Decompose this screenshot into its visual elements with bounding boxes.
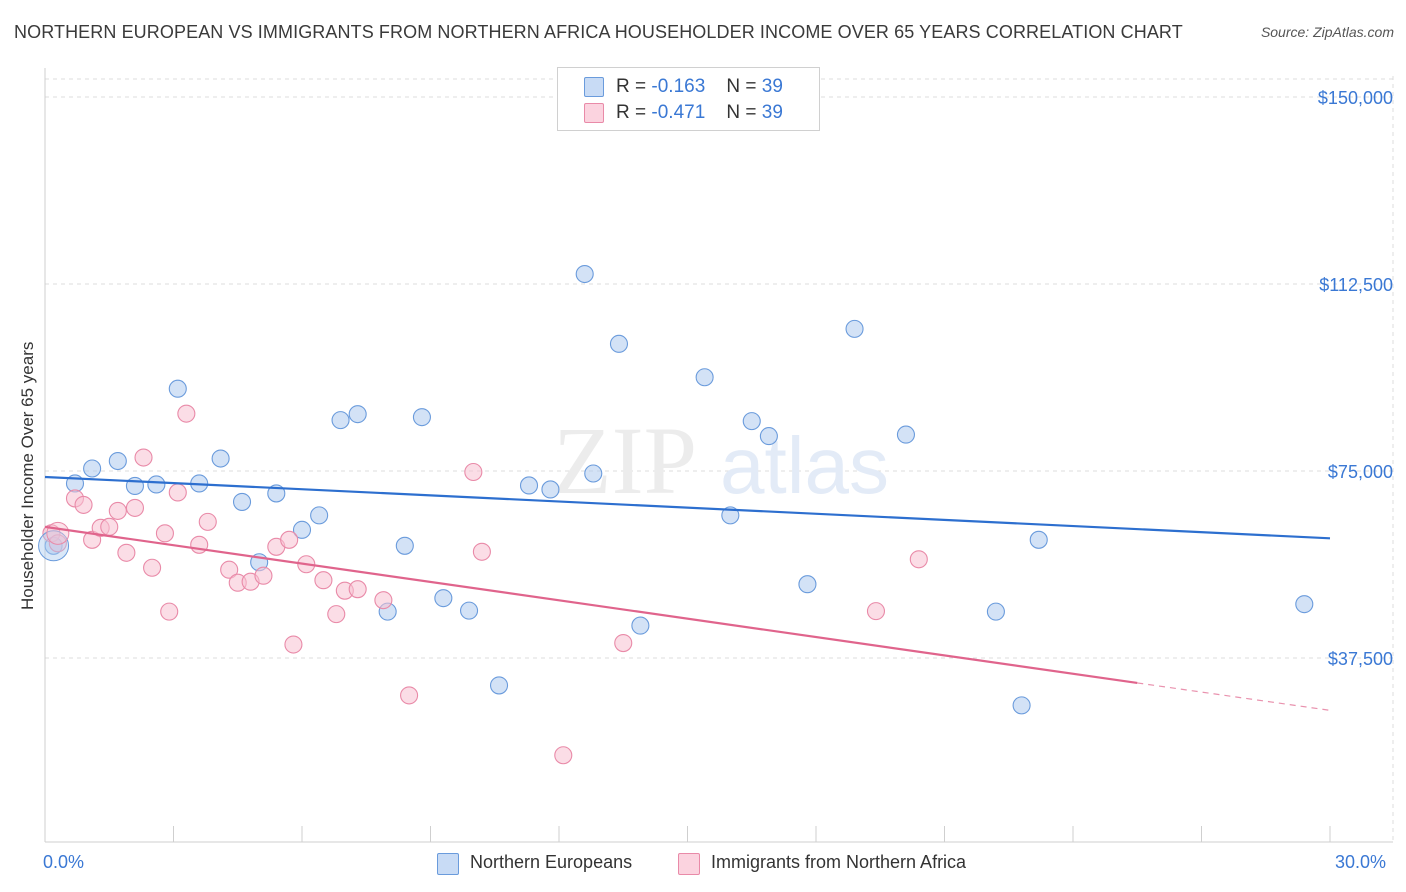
northern-europeans-point: [519, 476, 539, 495]
immigrants-northern-africa-point: [254, 566, 273, 585]
y-tick-label: $112,500: [1319, 275, 1393, 295]
immigrants-northern-africa-point: [280, 530, 299, 549]
immigrants-northern-africa-point: [220, 560, 239, 579]
northern-europeans-point: [83, 459, 102, 478]
stats-legend: R = -0.163 N = 39 R = -0.471 N = 39: [557, 67, 820, 131]
legend-r-label: R =: [616, 76, 647, 97]
immigrants-northern-africa-point: [134, 448, 153, 467]
northern-europeans-point: [721, 506, 740, 525]
northern-europeans-point: [541, 480, 560, 499]
northern-europeans-cluster-point: [38, 530, 70, 562]
y-axis-label-wrap: Householder Income Over 65 years: [18, 342, 38, 630]
immigrants-northern-africa-point: [472, 542, 491, 561]
northern-europeans-point: [609, 334, 629, 353]
y-tick-labels: $37,500 $75,000 $112,500 $150,000: [1318, 88, 1393, 669]
bottom-legend-label: Northern Europeans: [470, 852, 633, 872]
northern-europeans-point: [584, 464, 603, 483]
northern-europeans-point: [1012, 696, 1031, 715]
immigrants-northern-africa-point: [554, 746, 573, 765]
northern-europeans-point: [575, 264, 594, 284]
immigrants-northern-africa-point: [125, 498, 144, 517]
northern-europeans-point: [759, 427, 778, 446]
immigrants-northern-africa-point: [284, 635, 303, 654]
immigrants-northern-africa-point: [155, 524, 174, 543]
northern-europeans-trend-line: [44, 475, 1331, 540]
bottom-legend-swatch-pink: [678, 853, 700, 875]
northern-europeans-point: [631, 616, 650, 635]
legend-n-value: 39: [761, 76, 783, 97]
legend-r-value: -0.163: [651, 76, 706, 97]
y-axis-label: Householder Income Over 65 years: [18, 341, 37, 610]
immigrants-northern-africa-point: [614, 633, 633, 653]
y-tick-label: $150,000: [1318, 88, 1393, 108]
immigrants-northern-africa-trend-extension: [1137, 682, 1331, 711]
y-tick-label: $37,500: [1328, 649, 1393, 669]
watermark-zip: ZIP: [553, 407, 697, 514]
source-credit: Source: ZipAtlas.com: [1260, 24, 1394, 40]
immigrants-northern-africa-point: [100, 517, 119, 536]
immigrants-northern-africa-point: [327, 605, 346, 624]
immigrants-northern-africa-point: [198, 512, 217, 531]
immigrants-northern-africa-point: [374, 591, 393, 610]
legend-n-value: 39: [761, 102, 783, 123]
legend-swatch-pink: [584, 103, 604, 123]
legend-n-label: N =: [726, 76, 757, 97]
northern-europeans-point: [232, 492, 252, 511]
trend-lines: [44, 475, 1331, 711]
bottom-legend-label: Immigrants from Northern Africa: [711, 852, 967, 872]
x-tick-label-min: 0.0%: [43, 852, 85, 872]
northern-europeans-point: [211, 449, 230, 468]
northern-europeans-point: [412, 408, 431, 427]
northern-europeans-point: [742, 412, 761, 431]
immigrants-northern-africa-point: [117, 543, 136, 562]
axes: [44, 68, 1393, 843]
chart-title: NORTHERN EUROPEAN VS IMMIGRANTS FROM NOR…: [14, 22, 1183, 42]
northern-europeans-point: [168, 379, 187, 398]
legend-r-value: -0.471: [651, 102, 706, 123]
immigrants-northern-africa-point: [348, 580, 367, 599]
immigrants-northern-africa-trend-line: [44, 525, 1138, 685]
northern-europeans-point: [108, 451, 127, 471]
northern-europeans-point: [695, 368, 714, 387]
northern-europeans-point: [292, 520, 312, 539]
immigrants-northern-africa-point: [464, 462, 483, 482]
northern-europeans-point: [310, 506, 329, 525]
northern-europeans-point: [798, 575, 817, 594]
immigrants-northern-africa-point: [168, 483, 187, 502]
legend-swatch-blue: [584, 77, 604, 97]
northern-europeans-point: [147, 475, 166, 494]
bottom-legend-swatch-blue: [437, 853, 459, 875]
immigrants-northern-africa-point: [866, 602, 886, 621]
northern-europeans-point: [845, 319, 864, 338]
legend-n-label: N =: [726, 102, 757, 123]
northern-europeans-point: [986, 602, 1005, 621]
immigrants-northern-africa-point: [314, 571, 333, 590]
northern-europeans-point: [331, 411, 350, 430]
y-tick-label: $75,000: [1328, 462, 1393, 482]
immigrants-northern-africa-point: [400, 686, 419, 705]
northern-europeans-point: [489, 676, 509, 695]
data-points: [38, 264, 1314, 765]
immigrants-northern-africa-point: [160, 602, 179, 621]
immigrants-northern-africa-point: [48, 534, 67, 553]
northern-europeans-point: [459, 601, 479, 620]
immigrants-northern-africa-point: [177, 404, 196, 423]
x-tick-label-max: 30.0%: [1335, 852, 1387, 872]
immigrants-northern-africa-point: [74, 495, 93, 514]
immigrants-northern-africa-point: [909, 550, 928, 569]
northern-europeans-point: [1029, 530, 1048, 549]
northern-europeans-point: [896, 425, 916, 444]
immigrants-northern-africa-point: [143, 558, 162, 577]
immigrants-northern-africa-cluster-point: [46, 521, 70, 545]
northern-europeans-point: [348, 405, 367, 424]
northern-europeans-point: [395, 536, 414, 555]
grid-lines: [45, 76, 1394, 842]
northern-europeans-point: [1295, 595, 1314, 614]
watermark-atlas: atlas: [720, 421, 889, 510]
immigrants-northern-africa-point: [108, 501, 127, 520]
northern-europeans-point: [434, 589, 453, 608]
legend-r-label: R =: [616, 102, 647, 123]
